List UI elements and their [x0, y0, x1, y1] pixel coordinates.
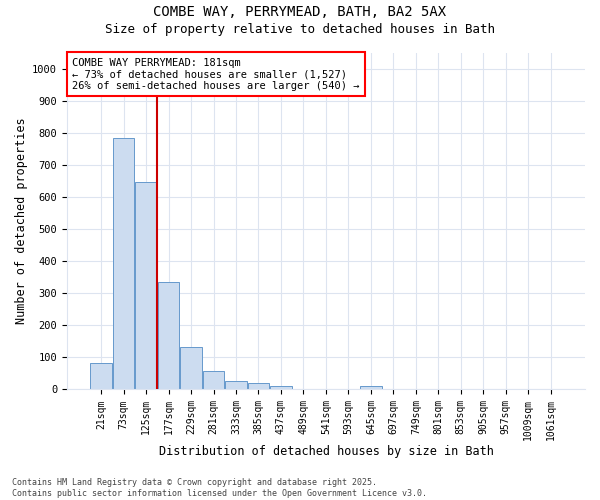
Bar [360, 386, 382, 390]
Bar [226, 382, 247, 390]
Text: COMBE WAY PERRYMEAD: 181sqm
← 73% of detached houses are smaller (1,527)
26% of : COMBE WAY PERRYMEAD: 181sqm ← 73% of det… [72, 58, 359, 91]
X-axis label: Distribution of detached houses by size in Bath: Distribution of detached houses by size … [158, 444, 493, 458]
Bar [113, 138, 134, 390]
Bar [271, 386, 292, 390]
Bar [158, 282, 179, 390]
Bar [181, 347, 202, 390]
Bar [203, 371, 224, 390]
Y-axis label: Number of detached properties: Number of detached properties [15, 118, 28, 324]
Bar [91, 363, 112, 390]
Text: Size of property relative to detached houses in Bath: Size of property relative to detached ho… [105, 22, 495, 36]
Text: Contains HM Land Registry data © Crown copyright and database right 2025.
Contai: Contains HM Land Registry data © Crown c… [12, 478, 427, 498]
Bar [136, 182, 157, 390]
Text: COMBE WAY, PERRYMEAD, BATH, BA2 5AX: COMBE WAY, PERRYMEAD, BATH, BA2 5AX [154, 5, 446, 19]
Bar [248, 383, 269, 390]
